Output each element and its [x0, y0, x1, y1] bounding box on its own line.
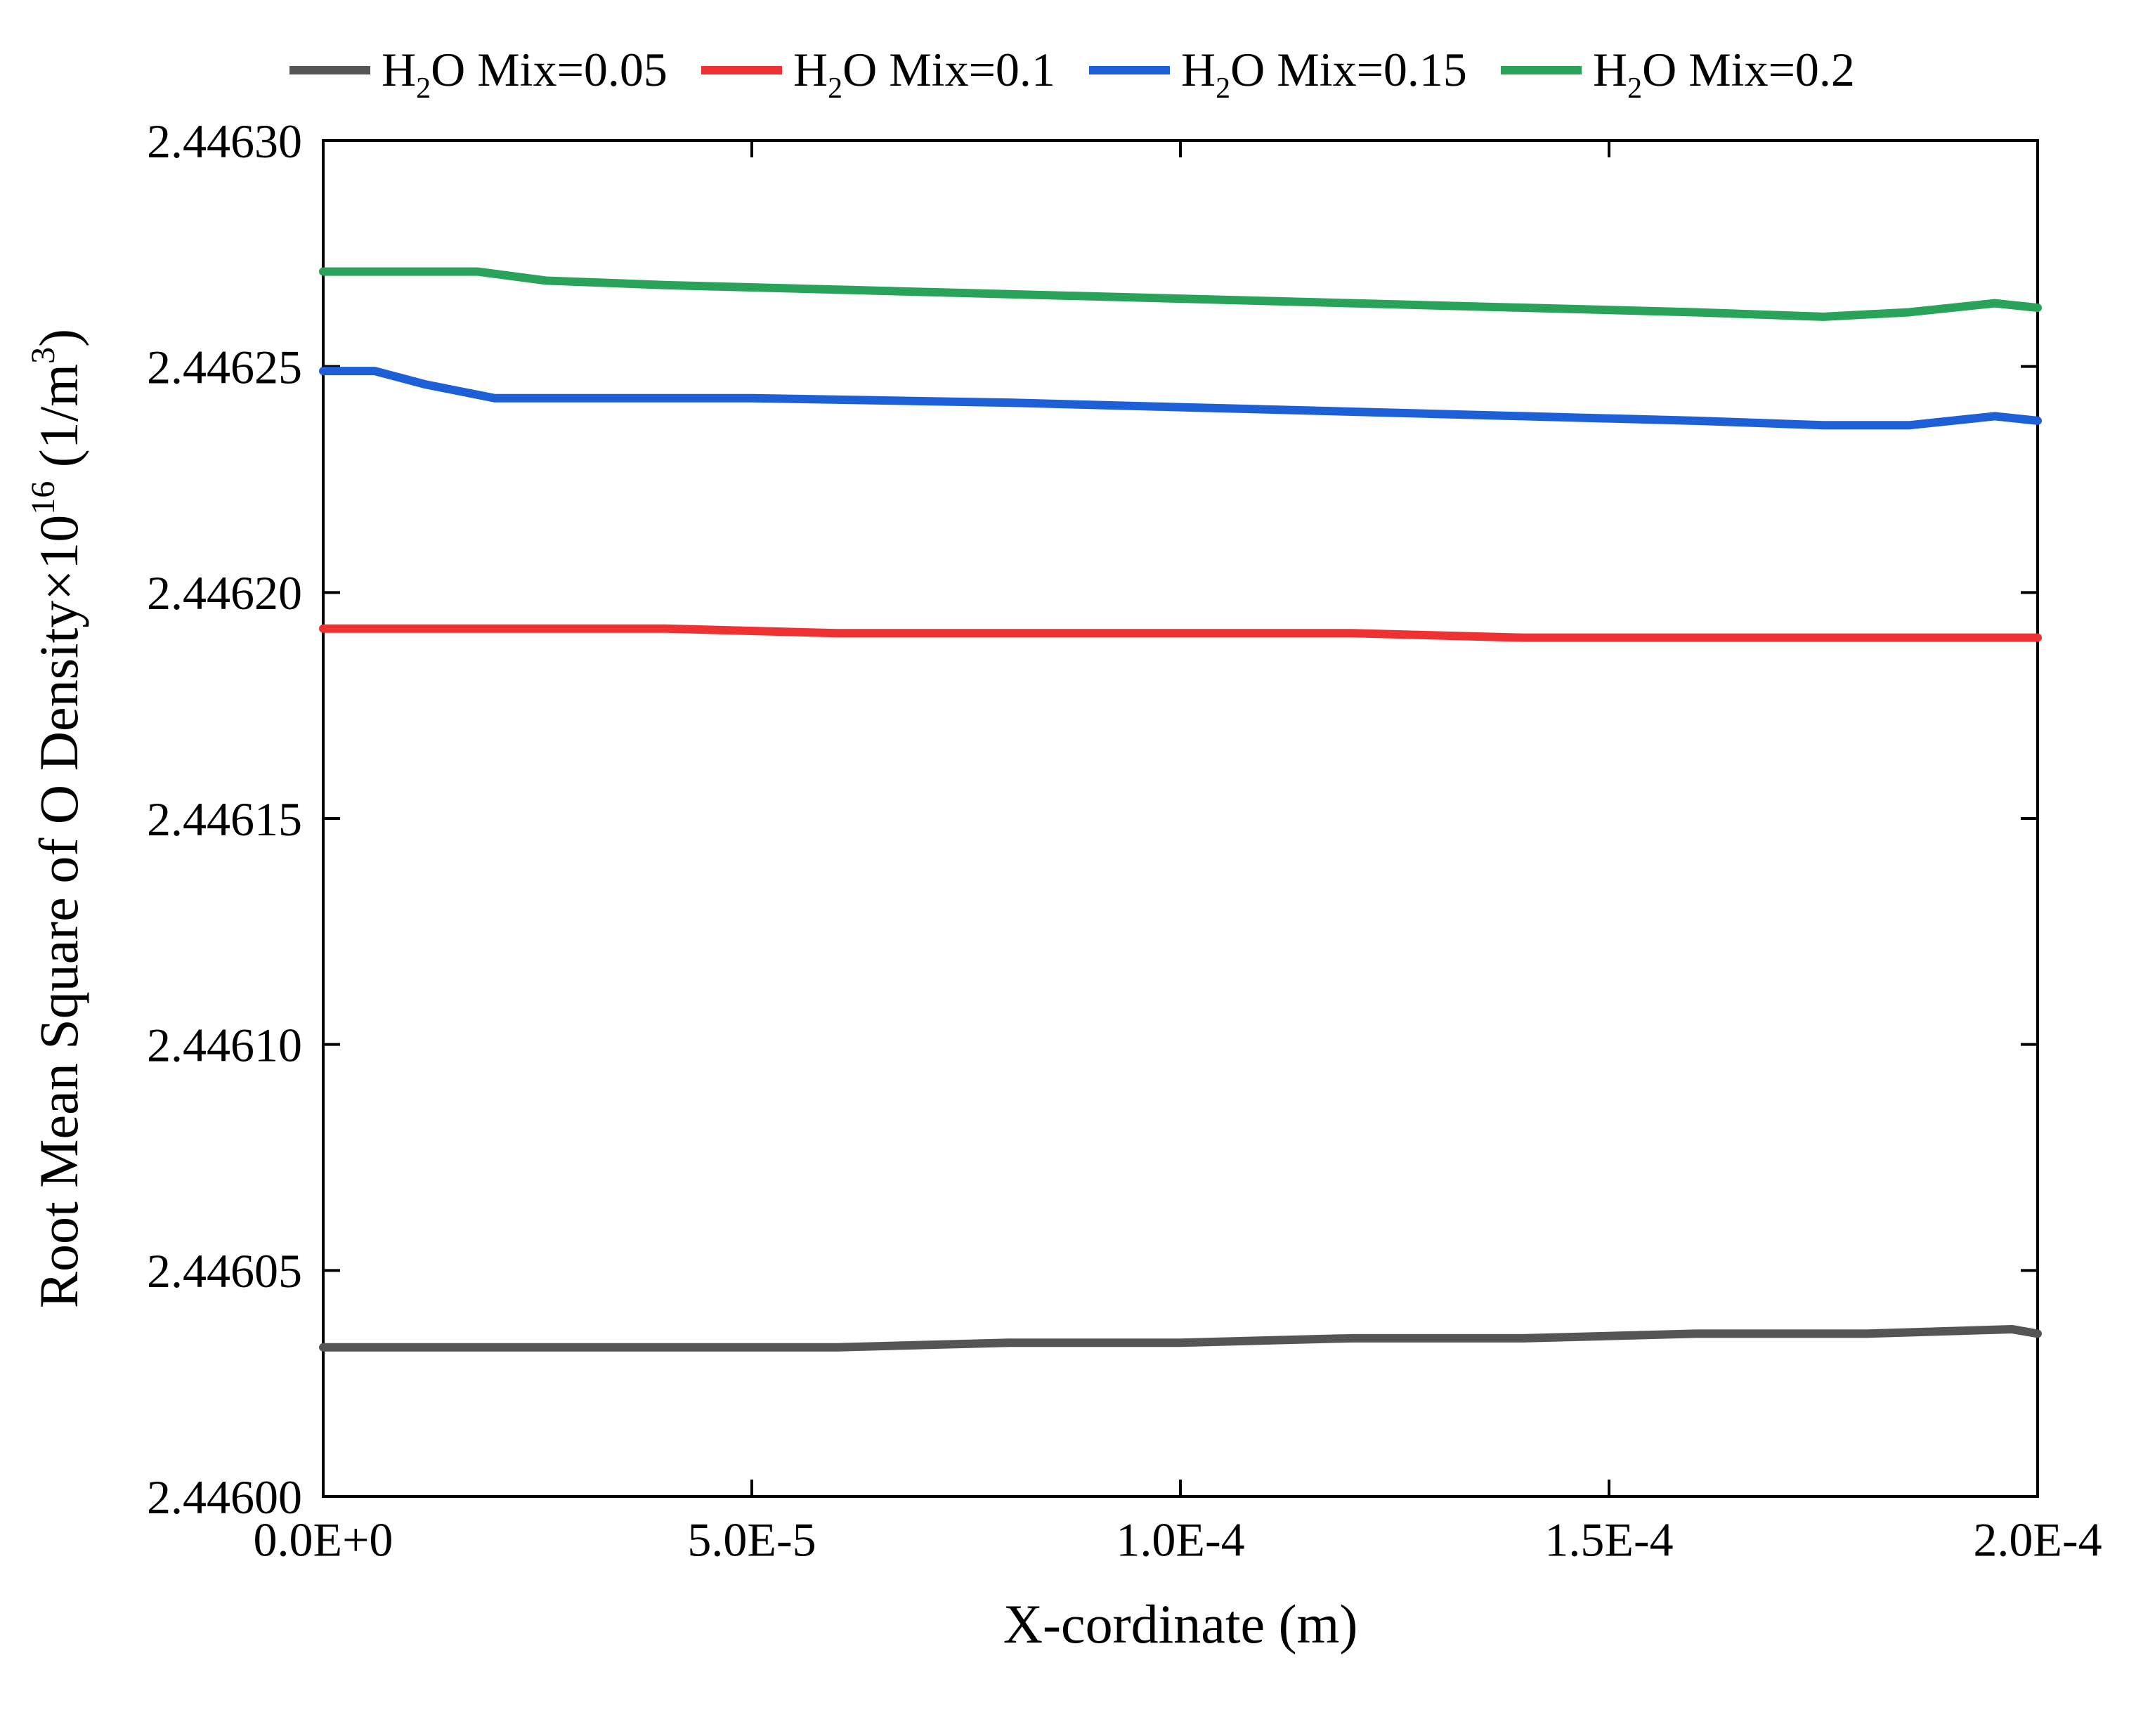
- y-tick-label: 2.44600: [147, 1470, 302, 1524]
- y-tick-label: 2.44620: [147, 566, 302, 620]
- x-tick-label: 1.5E-4: [1544, 1513, 1673, 1566]
- y-tick-label: 2.44615: [147, 792, 302, 846]
- x-tick-label: 2.0E-4: [1973, 1513, 2102, 1566]
- y-tick-label: 2.44605: [147, 1244, 302, 1298]
- x-axis-label: X-cordinate (m): [1003, 1593, 1358, 1655]
- y-tick-label: 2.44625: [147, 340, 302, 393]
- x-tick-label: 5.0E-5: [687, 1513, 816, 1566]
- y-tick-label: 2.44610: [147, 1018, 302, 1071]
- x-tick-label: 1.0E-4: [1116, 1513, 1244, 1566]
- line-chart: 0.0E+05.0E-51.0E-41.5E-42.0E-42.446002.4…: [0, 0, 2136, 1736]
- chart-container: 0.0E+05.0E-51.0E-41.5E-42.0E-42.446002.4…: [0, 0, 2136, 1736]
- y-tick-label: 2.44630: [147, 115, 302, 168]
- y-axis-label: Root Mean Square of O Density×1016 (1/m3…: [25, 329, 89, 1308]
